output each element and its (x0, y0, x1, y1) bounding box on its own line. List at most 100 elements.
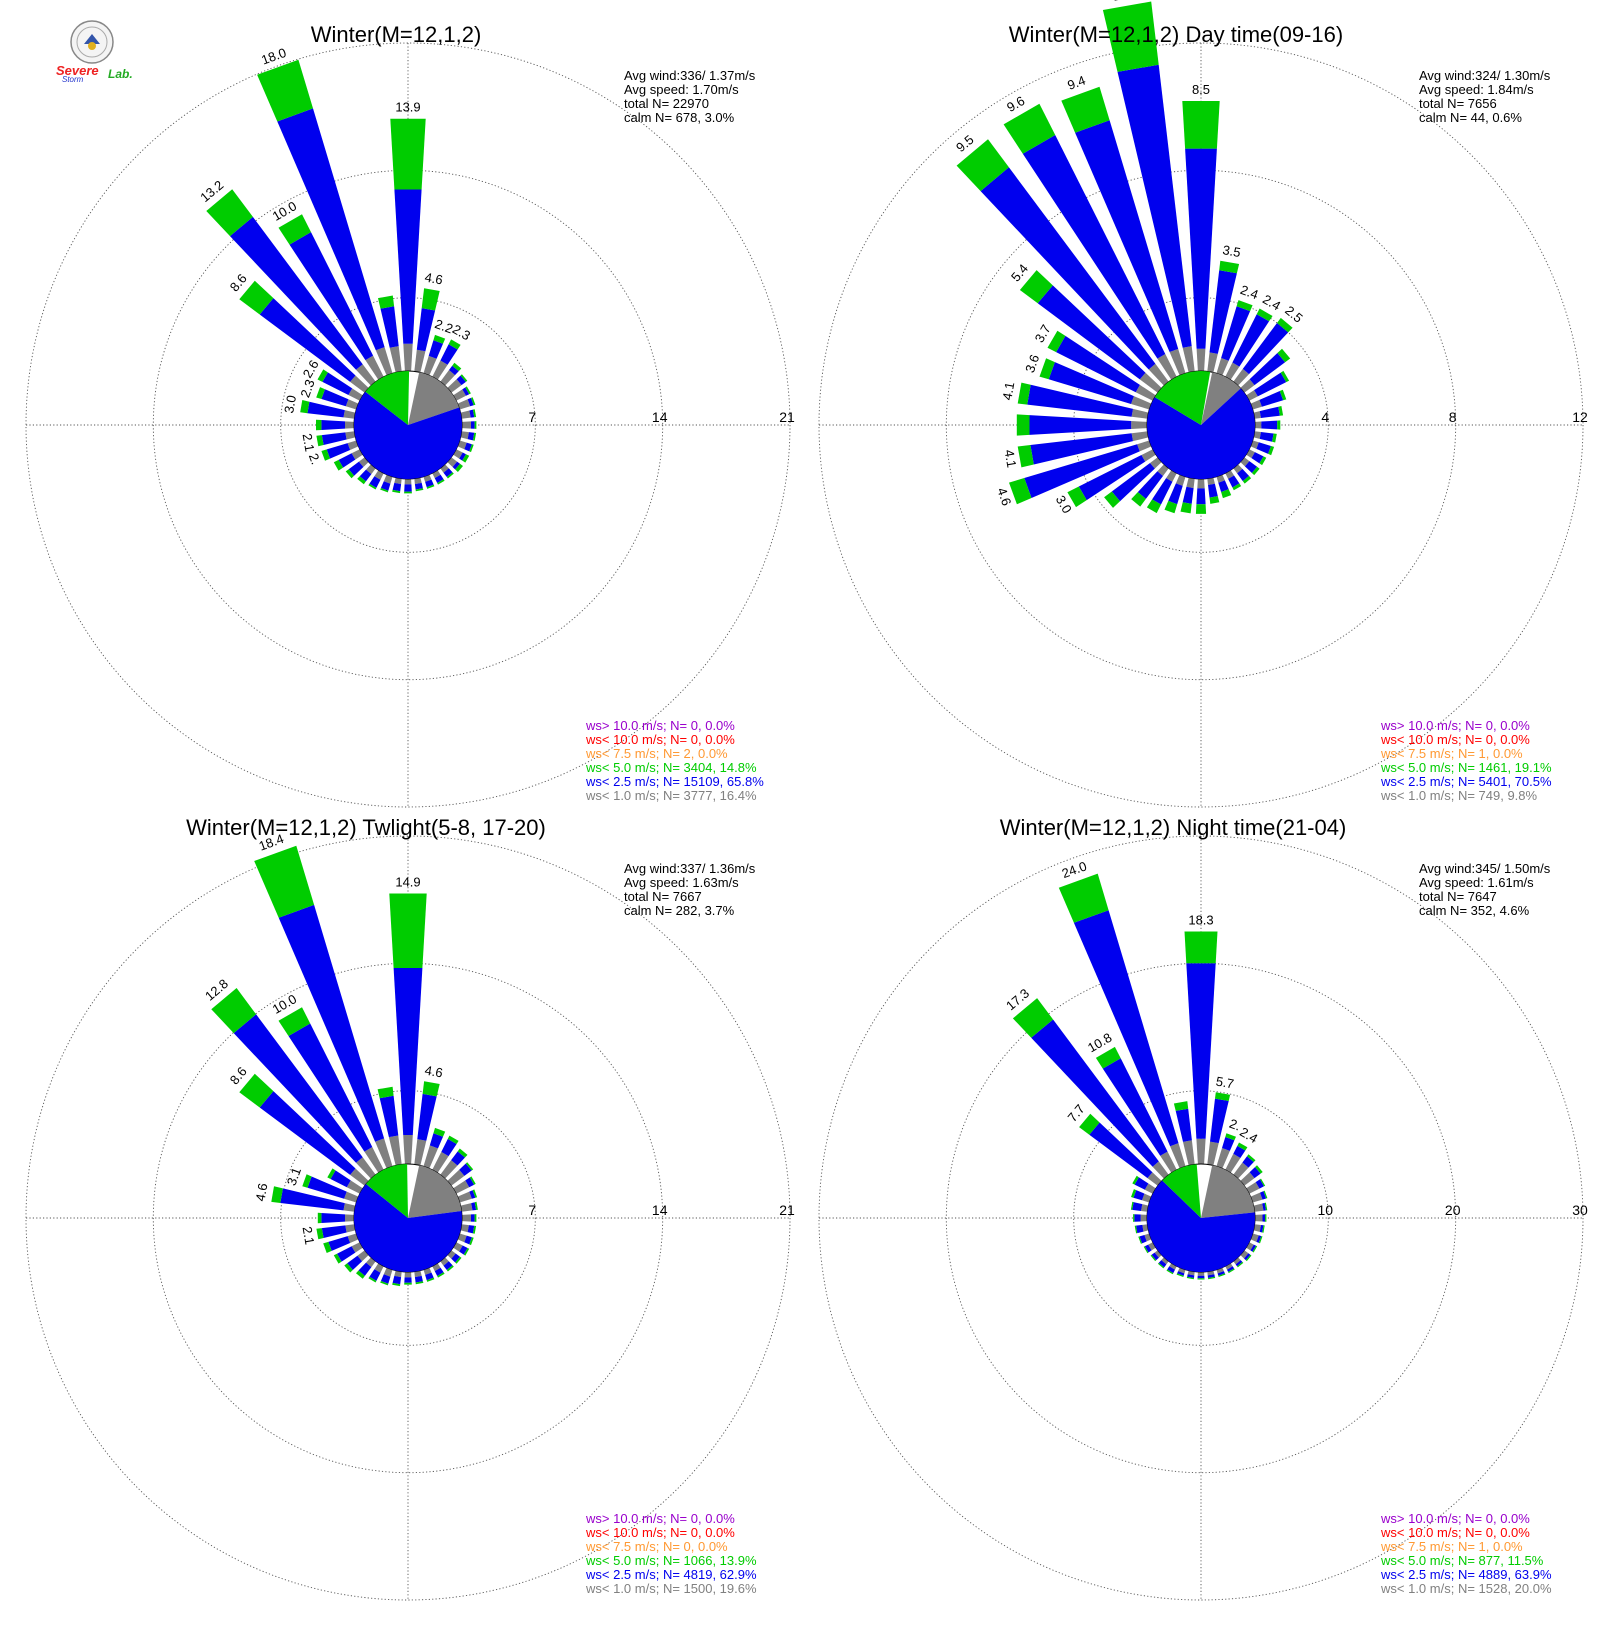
direction-bar-80 (460, 1201, 478, 1212)
direction-bar-190 (392, 1270, 402, 1287)
direction-bar-60 (453, 1176, 476, 1194)
bar-seg-lt1 (350, 1168, 369, 1186)
bar-seg-lt1 (461, 421, 471, 429)
bar-seg-lt5 (380, 488, 389, 493)
bar-seg-lt2-5 (469, 409, 475, 418)
bar-seg-lt2-5 (1232, 314, 1270, 367)
bar-total-label: 11.7 (1112, 0, 1139, 4)
bar-seg-lt5 (327, 1168, 336, 1179)
direction-bar-200 (1164, 474, 1186, 514)
stat-avg-speed: Avg speed: 1.63m/s (624, 875, 739, 890)
bar-seg-lt5 (378, 295, 395, 309)
bar-total-label: 18.0 (259, 45, 288, 68)
bar-seg-lt5 (452, 362, 462, 372)
bar-seg-lt2-5 (259, 1091, 356, 1175)
bar-seg-lt1 (343, 1203, 356, 1212)
wind-rose-panel-all: 7 14 2113.94.62.22.32.2.13.02.32.68.613.21… (25, 22, 795, 808)
ring-label: 21 (779, 1202, 795, 1218)
bar-seg-lt5 (437, 1272, 445, 1278)
bar-seg-lt5 (1186, 1276, 1194, 1280)
speed-legend: ws> 10.0 m/s; N= 0, 0.0% ws< 10.0 m/s; N… (585, 718, 764, 803)
direction-bar-60 (453, 386, 471, 401)
bar-seg-lt2-5 (1256, 1235, 1262, 1243)
bar-total-label: 2.3 (297, 377, 317, 399)
bar-seg-lt1 (1197, 478, 1205, 489)
pie-slice-lt1 (408, 1165, 462, 1218)
direction-bar-180 (1195, 478, 1207, 514)
bar-seg-lt5 (472, 1189, 478, 1198)
direction-bar-0: 13.9 (390, 100, 426, 372)
bar-seg-lt5 (1259, 456, 1267, 466)
bar-seg-lt1 (1225, 1263, 1233, 1270)
bar-seg-lt5 (1016, 414, 1030, 436)
direction-bar-260: 2.1 (299, 431, 356, 453)
direction-bar-110 (1250, 1233, 1263, 1244)
bar-seg-lt1 (460, 410, 471, 419)
direction-bar-200 (380, 1267, 393, 1286)
bar-seg-lt5 (392, 489, 401, 494)
bar-seg-lt1 (1254, 1214, 1263, 1222)
bar-seg-lt5 (1262, 1225, 1265, 1233)
polar-plot: 7 14 21 14.9 4.6 2.1 4.6 3.18.612.810.018.4 (25, 831, 795, 1601)
bar-seg-lt2-5 (1260, 1191, 1267, 1200)
bar-seg-lt2-5 (348, 461, 364, 476)
bar-seg-lt1 (394, 1270, 402, 1278)
bar-seg-lt1 (440, 370, 455, 386)
bar-seg-lt1 (1186, 477, 1195, 489)
bar-seg-lt1 (432, 1151, 449, 1173)
bar-seg-lt1 (1246, 390, 1258, 401)
bar-seg-lt2-5 (428, 340, 443, 359)
bar-seg-lt5 (271, 1186, 283, 1203)
bar-seg-lt1 (1250, 1233, 1259, 1242)
bar-seg-lt1 (351, 449, 363, 460)
bar-seg-lt1 (1137, 440, 1152, 452)
direction-bar-350: 11.7 (1102, 0, 1195, 373)
bar-seg-lt5 (469, 1237, 474, 1246)
bar-seg-lt2-5 (404, 1277, 412, 1283)
bar-total-label: 9.6 (1004, 93, 1027, 115)
stat-avg-wind: Avg wind:345/ 1.50m/s (1419, 861, 1551, 876)
bar-seg-lt5 (1237, 1142, 1248, 1151)
bar-seg-lt5 (1255, 1165, 1263, 1174)
bar-seg-lt1 (1160, 1151, 1177, 1173)
legend-lt7-5: ws< 7.5 m/s; N= 1, 0.0% (1380, 746, 1523, 761)
bar-seg-lt1 (1154, 1250, 1162, 1258)
direction-bar-340: 9.4 (1061, 73, 1186, 376)
direction-bar-320: 12.8 (202, 976, 376, 1179)
direction-bar-140 (440, 464, 454, 479)
range-ring (280, 1090, 536, 1346)
bar-seg-lt1 (460, 1224, 469, 1233)
bar-seg-lt2-5 (1210, 1098, 1229, 1144)
bar-seg-lt2-5 (404, 484, 412, 492)
direction-bar-260: 4.1 (1001, 431, 1149, 469)
direction-bar-270 (317, 1212, 355, 1224)
ring-label: 20 (1445, 1202, 1461, 1218)
direction-bar-40 (1233, 1154, 1256, 1179)
bar-seg-lt1 (423, 1145, 438, 1169)
direction-bar-190 (1180, 477, 1195, 514)
bar-seg-lt1 (350, 375, 369, 393)
legend-lt1: ws< 1.0 m/s; N= 1528, 20.0% (1380, 1581, 1552, 1596)
bar-seg-lt1 (388, 1135, 402, 1166)
legend-lt10: ws< 10.0 m/s; N= 0, 0.0% (585, 732, 735, 747)
ring-label: 14 (652, 409, 668, 425)
bar-seg-lt2-5 (1242, 323, 1289, 375)
bar-seg-lt1 (365, 355, 384, 380)
bar-seg-lt5 (422, 1081, 440, 1097)
legend-lt5: ws< 5.0 m/s; N= 1461, 19.1% (1380, 760, 1552, 775)
bar-seg-lt2-5 (1197, 1275, 1205, 1279)
bar-total-label: 9.5 (953, 132, 976, 155)
direction-bar-250 (1138, 1233, 1152, 1244)
center-pie (353, 1163, 463, 1273)
bar-seg-lt1 (383, 474, 393, 484)
bar-seg-lt5 (1146, 499, 1161, 514)
bar-seg-lt5 (1180, 502, 1192, 514)
lab-logo: Severe Storm Lab. (56, 20, 133, 84)
bar-seg-lt1 (460, 431, 469, 440)
direction-bar-230 (1150, 1250, 1162, 1262)
wind-rose-panel-twilight: 7 14 21 14.9 4.6 2.1 4.6 3.18.612.810.018.4 Win… (25, 815, 795, 1601)
ring-label: 21 (779, 409, 795, 425)
bar-seg-lt2-5 (443, 1261, 453, 1270)
bar-seg-lt1 (347, 440, 359, 450)
bar-seg-lt2-5 (1073, 910, 1179, 1147)
